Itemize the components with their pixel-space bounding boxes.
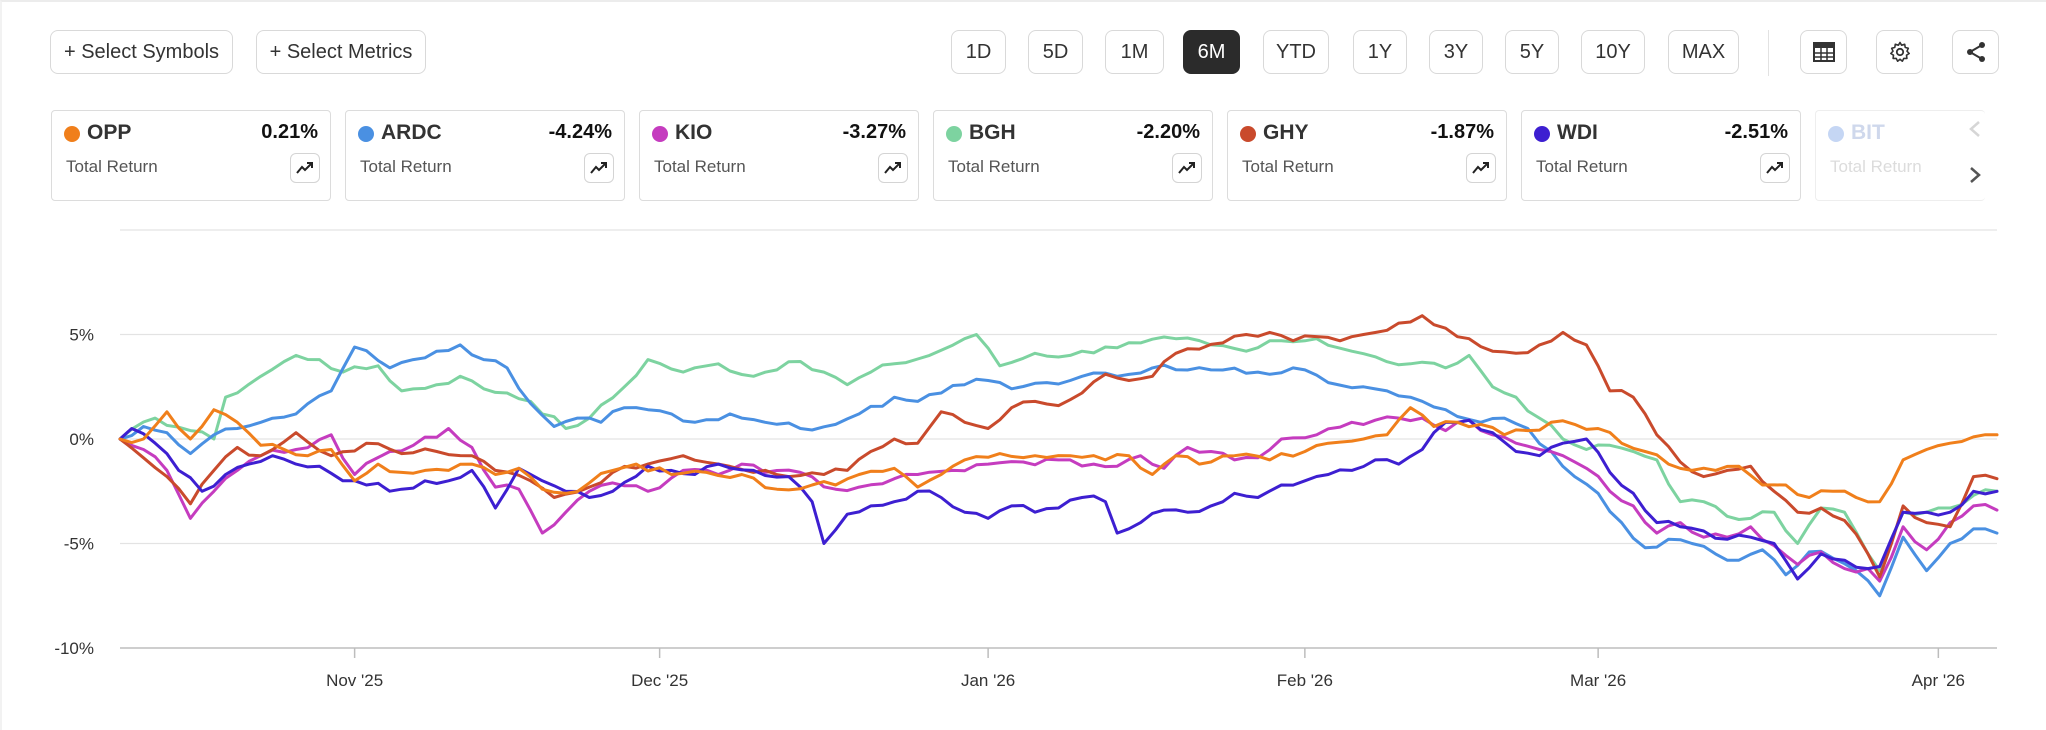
range-button-1y[interactable]: 1Y: [1353, 30, 1407, 74]
series-line-ardc: [118, 343, 1999, 598]
trend-up-icon: [884, 162, 901, 174]
metric-label: Total Return: [360, 157, 452, 176]
series-line-kio: [118, 415, 1999, 583]
metric-label: Total Return: [948, 157, 1040, 176]
symbol-card-bit[interactable]: BIT Total Return: [1815, 110, 1985, 201]
y-tick-label: -10%: [54, 639, 94, 658]
symbol-ticker: ARDC: [381, 121, 442, 144]
symbol-ticker: BIT: [1851, 121, 1885, 144]
toolbar-divider: [1768, 30, 1769, 76]
x-tick-label: Mar '26: [1570, 671, 1626, 690]
total-return-value: -2.20%: [1136, 121, 1200, 143]
range-button-10y[interactable]: 10Y: [1581, 30, 1645, 74]
total-return-value: -3.27%: [842, 121, 906, 143]
trend-chart-button[interactable]: [1466, 153, 1496, 183]
series-line-ghy: [118, 314, 1999, 579]
x-tick-label: Nov '25: [326, 671, 383, 690]
trend-chart-button[interactable]: [1760, 153, 1790, 183]
chevron-right-icon: [1970, 167, 1981, 183]
symbol-card-ghy[interactable]: GHY -1.87% Total Return: [1227, 110, 1507, 201]
symbol-card-ardc[interactable]: ARDC -4.24% Total Return: [345, 110, 625, 201]
range-button-1m[interactable]: 1M: [1105, 30, 1164, 74]
y-tick-label: -5%: [64, 535, 94, 554]
x-tick-label: Feb '26: [1277, 671, 1333, 690]
trend-chart-button[interactable]: [878, 153, 908, 183]
y-tick-label: 5%: [69, 326, 94, 345]
metric-label: Total Return: [1242, 157, 1334, 176]
range-button-3y[interactable]: 3Y: [1429, 30, 1483, 74]
settings-button[interactable]: [1876, 30, 1923, 74]
select-metrics-button[interactable]: + Select Metrics: [256, 30, 426, 74]
select-symbols-button[interactable]: + Select Symbols: [50, 30, 233, 74]
symbol-ticker: OPP: [87, 121, 132, 144]
table-view-button[interactable]: [1800, 30, 1847, 74]
trend-up-icon: [1766, 162, 1783, 174]
metric-label: Total Return: [654, 157, 746, 176]
cards-prev-button[interactable]: [1960, 114, 1990, 144]
total-return-value: 0.21%: [261, 121, 318, 143]
share-button[interactable]: [1952, 30, 1999, 74]
total-return-value: -4.24%: [548, 121, 612, 143]
symbol-ticker: BGH: [969, 121, 1016, 144]
y-tick-label: 0%: [69, 430, 94, 449]
series-line-opp: [118, 406, 1999, 504]
trend-chart-button[interactable]: [584, 153, 614, 183]
series-line-wdi: [118, 418, 1999, 581]
range-button-6m[interactable]: 6M: [1183, 30, 1240, 74]
trend-up-icon: [1472, 162, 1489, 174]
total-return-value: -1.87%: [1430, 121, 1494, 143]
metric-label: Total Return: [1536, 157, 1628, 176]
cards-next-button[interactable]: [1960, 160, 1990, 190]
x-tick-label: Dec '25: [631, 671, 688, 690]
total-return-chart: 5% 0% -5% -10% Nov '25 Dec '25 Jan '26 Feb '26 M…: [54, 229, 1999, 690]
symbol-card-wdi[interactable]: WDI -2.51% Total Return: [1521, 110, 1801, 201]
symbol-card-bgh[interactable]: BGH -2.20% Total Return: [933, 110, 1213, 201]
x-tick-label: Jan '26: [961, 671, 1015, 690]
series-color-dot: [1828, 126, 1844, 142]
series-color-dot: [1240, 126, 1256, 142]
chevron-left-icon: [1969, 121, 1980, 137]
range-button-5y[interactable]: 5Y: [1505, 30, 1559, 74]
series-color-dot: [358, 126, 374, 142]
total-return-value: -2.51%: [1724, 121, 1788, 143]
metric-label: Total Return: [1830, 157, 1922, 176]
range-button-1d[interactable]: 1D: [951, 30, 1006, 74]
range-button-max[interactable]: MAX: [1668, 30, 1739, 74]
series-line-bgh: [118, 333, 1999, 573]
series-color-dot: [946, 126, 962, 142]
series-color-dot: [64, 126, 80, 142]
trend-chart-button[interactable]: [290, 153, 320, 183]
metric-label: Total Return: [66, 157, 158, 176]
trend-up-icon: [1178, 162, 1195, 174]
symbol-ticker: WDI: [1557, 121, 1598, 144]
trend-up-icon: [296, 162, 313, 174]
range-button-5d[interactable]: 5D: [1028, 30, 1083, 74]
gear-icon: [1889, 41, 1910, 62]
range-button-ytd[interactable]: YTD: [1263, 30, 1329, 74]
trend-chart-button[interactable]: [1172, 153, 1202, 183]
series-color-dot: [652, 126, 668, 142]
symbol-ticker: KIO: [675, 121, 713, 144]
x-tick-label: Apr '26: [1912, 671, 1965, 690]
symbol-card-opp[interactable]: OPP 0.21% Total Return: [51, 110, 331, 201]
symbol-ticker: GHY: [1263, 121, 1309, 144]
series-color-dot: [1534, 126, 1550, 142]
trend-up-icon: [590, 162, 607, 174]
symbol-card-kio[interactable]: KIO -3.27% Total Return: [639, 110, 919, 201]
share-icon: [1966, 42, 1985, 62]
table-icon: [1812, 42, 1835, 62]
